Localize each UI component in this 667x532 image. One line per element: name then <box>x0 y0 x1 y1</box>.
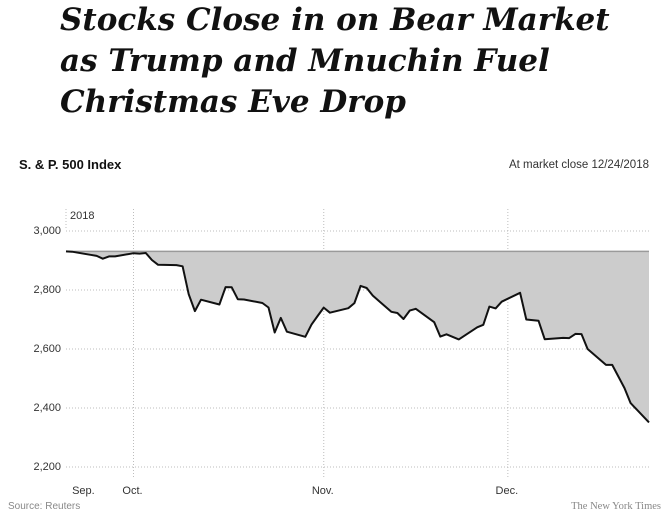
headline: Stocks Close in on Bear Market as Trump … <box>60 0 660 123</box>
y-tick-label-2200: 2,200 <box>33 461 61 473</box>
y-tick-label-2600: 2,600 <box>33 343 61 355</box>
y-tick-label-3000: 3,000 <box>33 225 61 237</box>
x-tick-label-nov: Nov. <box>312 485 334 497</box>
grid-layer <box>65 209 649 477</box>
headline-line-3: Christmas Eve Drop <box>60 84 406 120</box>
source-note: Source: Reuters <box>8 501 81 512</box>
headline-line-2: as Trump and Mnuchin Fuel <box>60 43 550 79</box>
x-tick-label-dec: Dec. <box>496 485 519 497</box>
sp500-series-line <box>65 250 650 424</box>
x-tick-label-sep: Sep. <box>72 485 95 497</box>
area-layer <box>66 251 649 423</box>
label-layer: 3,000 2,800 2,600 2,400 2,200 Sep. Oct. Nov. Dec… <box>33 210 518 497</box>
credit-note: The New York Times <box>571 501 661 512</box>
y-tick-label-2400: 2,400 <box>33 402 61 414</box>
x-tick-label-oct: Oct. <box>122 485 142 497</box>
chart-title: S. & P. 500 Index <box>19 157 122 172</box>
y-tick-label-2800: 2,800 <box>33 284 61 296</box>
headline-line-1: Stocks Close in on Bear Market <box>60 2 610 38</box>
year-label: 2018 <box>70 210 94 222</box>
line-layer <box>65 250 650 424</box>
decline-shaded-area <box>66 251 649 423</box>
chart-subtitle: At market close 12/24/2018 <box>509 159 649 171</box>
